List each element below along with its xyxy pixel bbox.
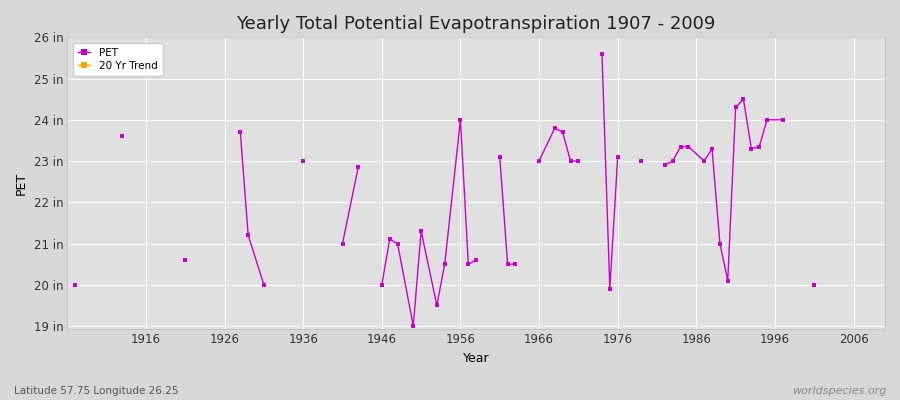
Text: Latitude 57.75 Longitude 26.25: Latitude 57.75 Longitude 26.25 — [14, 386, 178, 396]
Legend: PET, 20 Yr Trend: PET, 20 Yr Trend — [73, 42, 163, 76]
X-axis label: Year: Year — [463, 352, 490, 365]
Title: Yearly Total Potential Evapotranspiration 1907 - 2009: Yearly Total Potential Evapotranspiratio… — [237, 15, 716, 33]
Y-axis label: PET: PET — [15, 172, 28, 195]
Text: worldspecies.org: worldspecies.org — [792, 386, 886, 396]
